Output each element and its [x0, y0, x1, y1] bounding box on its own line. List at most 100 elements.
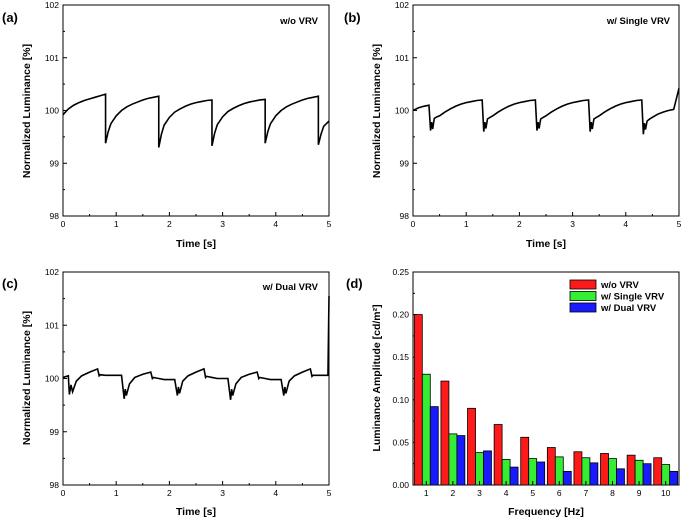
panel-d-bar	[589, 462, 599, 486]
panel-d-ytick-label: 0.25	[392, 267, 409, 277]
panel-d-bar-chart: (d) Luminance Amplitude [cd/m²] Frequenc…	[346, 267, 680, 518]
panel-d-bar	[467, 407, 476, 486]
panel-c-plot-frame	[62, 271, 330, 486]
panel-a-xtick-label: 0	[61, 219, 66, 229]
panel-c-ytick-label: 98	[50, 480, 60, 490]
panel-c-xtick-label: 2	[167, 488, 172, 498]
panel-c-xtick-label: 3	[220, 488, 225, 498]
panel-b-xtick-label: 3	[570, 219, 575, 229]
panel-d-legend-swatch	[569, 279, 597, 290]
panel-a-xtick-label: 2	[167, 219, 172, 229]
panel-b-xtick-label: 5	[677, 219, 682, 229]
panel-d-xtick-label: 5	[530, 488, 535, 498]
panel-d-bar	[626, 454, 636, 486]
panel-d-bar	[456, 435, 466, 486]
panel-b-xlabel: Time [s]	[526, 238, 566, 250]
panel-b-time-trace: (b) Normalized Luminance [%] Time [s] w/…	[344, 0, 682, 250]
panel-d-bar	[413, 314, 423, 486]
panel-a-xlabel: Time [s]	[176, 238, 216, 250]
panel-c-ylabel: Normalized Luminance [%]	[21, 311, 33, 445]
panel-d-bar	[440, 380, 450, 486]
panel-d-bar	[429, 406, 439, 486]
panel-c-ytick-label: 100	[45, 374, 59, 384]
panel-d-label: (d)	[346, 276, 363, 291]
panel-c-ytick-label: 101	[45, 320, 59, 330]
panel-d-bar	[536, 461, 546, 486]
panel-b-ytick-label: 99	[400, 158, 410, 168]
panel-d-xtick-label: 6	[557, 488, 562, 498]
panel-d-bar	[509, 466, 519, 486]
panel-d-xlabel: Frequency [Hz]	[508, 506, 584, 518]
panel-d-bar	[475, 452, 484, 486]
panel-d-xtick-label: 4	[504, 488, 509, 498]
panel-d-ytick-label: 0.15	[392, 352, 409, 362]
panel-a-annotation: w/o VRV	[279, 16, 318, 27]
panel-b-xtick-label: 0	[411, 219, 416, 229]
panel-c-xlabel: Time [s]	[176, 506, 216, 518]
panel-a-luminance-trace	[62, 93, 330, 148]
panel-d-bar	[653, 457, 663, 486]
panel-c-xtick-label: 1	[114, 488, 119, 498]
panel-b-ytick-label: 100	[395, 106, 409, 116]
panel-d-bar	[448, 433, 458, 486]
panel-a-xtick-label: 3	[220, 219, 225, 229]
panel-d-bar	[483, 450, 492, 486]
panel-a-time-trace: (a) Normalized Luminance [%] Time [s] w/…	[2, 0, 332, 250]
panel-d-ytick-label: 0.10	[392, 395, 409, 405]
panel-d-bar	[600, 453, 609, 486]
panel-a-plot-frame	[62, 4, 330, 217]
panel-d-ylabel: Luminance Amplitude [cd/m²]	[371, 304, 383, 451]
panel-d-bar	[493, 424, 503, 486]
panel-d-xtick-label: 8	[610, 488, 615, 498]
panel-c-label: (c)	[2, 276, 18, 291]
panel-d-ytick-label: 0.05	[392, 437, 409, 447]
panel-d-xtick-label: 7	[584, 488, 589, 498]
panel-d-bar	[520, 436, 530, 486]
panel-d-legend-label: w/o VRV	[600, 280, 639, 291]
panel-d-legend-label: w/ Single VRV	[600, 292, 665, 303]
panel-a-label: (a)	[2, 10, 18, 25]
panel-d-legend-swatch	[569, 302, 597, 313]
panel-a-ytick-label: 99	[50, 158, 60, 168]
panel-d-xtick-label: 3	[477, 488, 482, 498]
panel-b-ytick-label: 102	[395, 0, 409, 10]
panel-a-xtick-label: 1	[114, 219, 119, 229]
panel-b-plot-frame	[412, 4, 680, 217]
panel-d-bar	[554, 456, 564, 486]
panel-d-bar	[642, 463, 652, 486]
panel-d-legend-label: w/ Dual VRV	[600, 303, 657, 314]
panel-d-xtick-label: 10	[661, 488, 671, 498]
panel-c-annotation: w/ Dual VRV	[262, 282, 319, 293]
panel-d-ytick-label: 0.00	[392, 480, 409, 490]
panel-a-ylabel: Normalized Luminance [%]	[21, 44, 33, 178]
panel-c-ytick-label: 99	[50, 427, 60, 437]
panel-a-ytick-label: 100	[45, 106, 59, 116]
panel-d-xtick-label: 2	[451, 488, 456, 498]
panel-b-label: (b)	[344, 10, 361, 25]
panel-c-time-trace: (c) Normalized Luminance [%] Time [s] w/…	[2, 267, 332, 518]
panel-c-ytick-label: 102	[45, 267, 59, 277]
panel-a-ytick-label: 98	[50, 211, 60, 221]
panel-c-xtick-label: 0	[61, 488, 66, 498]
panel-a-xtick-label: 4	[273, 219, 278, 229]
panel-d-xtick-label: 9	[637, 488, 642, 498]
panel-d-bar	[573, 451, 583, 486]
panel-d-ytick-label: 0.20	[392, 310, 409, 320]
panel-a-xtick-label: 5	[327, 219, 332, 229]
panel-d-legend-swatch	[569, 291, 597, 301]
panel-d-bar	[546, 447, 556, 486]
panel-d-bar	[669, 470, 679, 486]
panel-b-xtick-label: 2	[517, 219, 522, 229]
panel-c-xtick-label: 4	[273, 488, 278, 498]
panel-b-luminance-trace	[412, 88, 680, 135]
panel-b-ytick-label: 98	[400, 211, 410, 221]
panel-b-ylabel: Normalized Luminance [%]	[371, 44, 383, 178]
panel-a-ytick-label: 101	[45, 53, 59, 63]
panel-b-xtick-label: 4	[623, 219, 628, 229]
panel-b-xtick-label: 1	[464, 219, 469, 229]
panel-d-bar	[616, 468, 625, 486]
panel-d-bar	[421, 373, 431, 486]
panel-d-bar	[581, 457, 591, 486]
panel-d-xtick-label: 1	[424, 488, 429, 498]
